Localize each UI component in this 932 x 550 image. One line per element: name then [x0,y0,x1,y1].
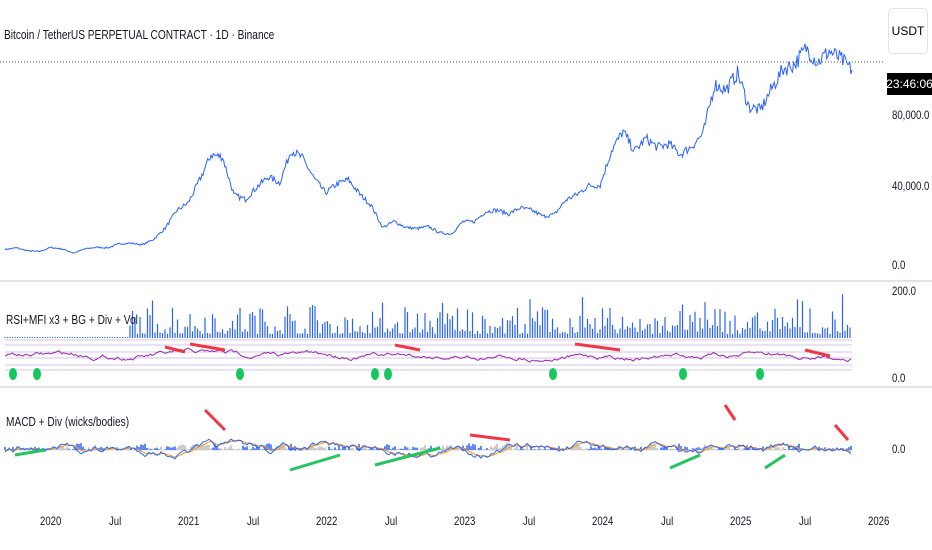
x-tick: 2024 [592,514,614,528]
x-tick: 2025 [730,514,752,528]
bullish-divergence [14,448,46,457]
x-tick: Jul [109,514,122,528]
bullish-signal [679,368,687,380]
x-tick: Jul [523,514,536,528]
symbol-title[interactable]: Bitcoin / TetherUS PERPETUAL CONTRACT · … [4,27,275,42]
macd-pane-label[interactable]: MACD + Div (wicks/bodies) [6,414,130,429]
rsi-pane-label[interactable]: RSI+MFI x3 + BG + Div + Vol [6,312,138,327]
x-tick: 2022 [316,514,338,528]
bullish-signal [384,368,392,380]
rsi-tick: 200.0 [892,284,917,298]
x-tick: 2023 [454,514,476,528]
bearish-divergence [574,342,621,352]
macd-tick: 0.0 [892,442,906,456]
bearish-divergence [804,348,831,358]
bearish-divergence [469,433,511,442]
x-tick: Jul [661,514,674,528]
y-tick: 80,000.0 [892,108,930,122]
x-tick: 2026 [868,514,890,528]
y-tick: 0.0 [892,258,906,272]
macd-line [4,438,852,460]
bullish-divergence [289,453,341,472]
pane-separator[interactable] [0,386,932,388]
bullish-signal [756,368,764,380]
bullish-signal [9,368,17,380]
bullish-signal [371,368,379,380]
bearish-divergence [164,345,186,354]
y-tick: 40,000.0 [892,179,930,193]
x-tick: 2021 [178,514,200,528]
bearish-divergence [203,408,227,432]
bar-countdown: 23:46:06 [886,73,932,95]
rsi-tick: 0.0 [892,371,906,385]
x-tick: Jul [385,514,398,528]
price-line [4,43,853,254]
rsi-line [4,347,852,363]
bullish-signal [33,368,41,380]
bearish-divergence [394,343,421,352]
bullish-signal [236,368,244,380]
currency-button[interactable]: USDT [888,8,928,54]
pane-separator[interactable] [0,280,932,282]
bearish-divergence [833,424,850,441]
bullish-signal [549,368,557,380]
bearish-divergence [723,404,737,421]
bullish-divergence [374,446,441,467]
x-tick: 2020 [40,514,62,528]
bearish-divergence [189,342,226,352]
x-tick: Jul [247,514,260,528]
x-tick: Jul [799,514,812,528]
bullish-divergence [764,453,786,470]
bullish-divergence [669,453,701,470]
